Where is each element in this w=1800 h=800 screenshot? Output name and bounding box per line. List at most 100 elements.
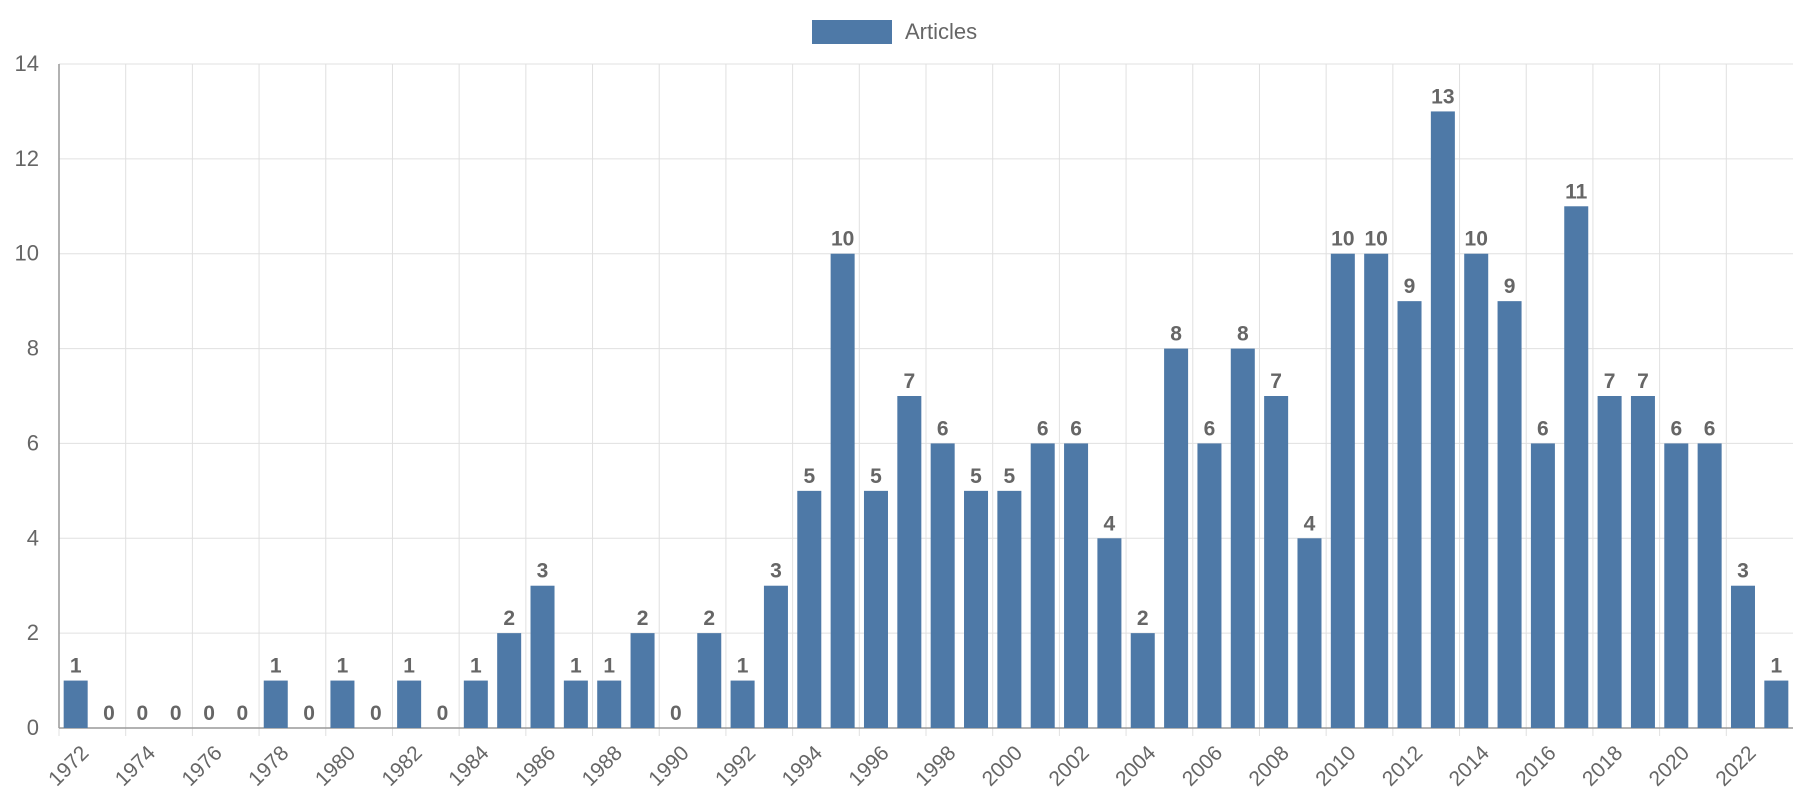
bar-2008[interactable] — [1264, 396, 1289, 728]
data-label-2004: 2 — [1137, 607, 1149, 630]
bar-2004[interactable] — [1130, 633, 1155, 728]
bar-2023[interactable] — [1764, 680, 1789, 728]
data-label-2007: 8 — [1237, 323, 1249, 346]
bar-1989[interactable] — [630, 633, 655, 728]
data-label-1978: 1 — [270, 655, 282, 678]
bar-2016[interactable] — [1530, 443, 1555, 728]
data-label-2013: 13 — [1431, 85, 1454, 108]
x-tick-label: 1978 — [244, 741, 293, 790]
y-tick-label: 14 — [15, 51, 39, 76]
bar-2011[interactable] — [1364, 253, 1389, 728]
bar-2001[interactable] — [1030, 443, 1055, 728]
bar-1980[interactable] — [330, 680, 355, 728]
data-label-2016: 6 — [1537, 417, 1549, 440]
x-tick-label: 1976 — [177, 741, 226, 790]
bar-1998[interactable] — [930, 443, 955, 728]
x-tick-label: 2016 — [1511, 741, 1560, 790]
bar-2018[interactable] — [1597, 396, 1622, 728]
data-label-1988: 1 — [603, 655, 615, 678]
x-tick-label: 2020 — [1645, 741, 1694, 790]
data-label-2017: 11 — [1565, 180, 1588, 203]
data-label-2009: 4 — [1304, 512, 1316, 535]
bar-1992[interactable] — [730, 680, 755, 728]
bar-1978[interactable] — [263, 680, 288, 728]
bar-2003[interactable] — [1097, 538, 1122, 728]
data-label-2022: 3 — [1737, 560, 1749, 583]
data-label-1984: 1 — [470, 655, 482, 678]
data-label-1989: 2 — [637, 607, 649, 630]
bar-1993[interactable] — [763, 585, 788, 728]
y-tick-label: 6 — [27, 430, 39, 455]
data-label-1982: 1 — [403, 655, 415, 678]
bar-2017[interactable] — [1564, 206, 1589, 729]
x-tick-label: 1998 — [911, 741, 960, 790]
legend-label-articles[interactable]: Articles — [905, 19, 977, 44]
data-label-1987: 1 — [570, 655, 582, 678]
x-tick-label: 1980 — [311, 741, 360, 790]
x-tick-label: 2022 — [1711, 741, 1760, 790]
bar-2021[interactable] — [1697, 443, 1722, 728]
data-label-2008: 7 — [1270, 370, 1282, 393]
x-tick-label: 1974 — [111, 741, 161, 791]
data-label-2000: 5 — [1004, 465, 1016, 488]
bar-2019[interactable] — [1630, 396, 1655, 728]
bar-1987[interactable] — [563, 680, 588, 728]
bar-2006[interactable] — [1197, 443, 1222, 728]
data-label-1986: 3 — [537, 560, 549, 583]
y-tick-label: 10 — [15, 241, 39, 266]
bar-1999[interactable] — [964, 490, 989, 728]
bar-1994[interactable] — [797, 490, 822, 728]
y-tick-label: 2 — [27, 620, 39, 645]
x-tick-label: 1986 — [511, 741, 560, 790]
bar-1995[interactable] — [830, 253, 855, 728]
bar-1986[interactable] — [530, 585, 555, 728]
data-label-2012: 9 — [1404, 275, 1416, 298]
data-label-2014: 10 — [1465, 228, 1488, 251]
data-label-1985: 2 — [503, 607, 515, 630]
bar-1985[interactable] — [497, 633, 522, 728]
bar-2005[interactable] — [1164, 348, 1189, 728]
bar-2020[interactable] — [1664, 443, 1689, 728]
data-label-1974: 0 — [137, 702, 149, 725]
bar-2013[interactable] — [1430, 111, 1455, 728]
data-label-2011: 10 — [1364, 228, 1387, 251]
bar-2002[interactable] — [1064, 443, 1089, 728]
data-label-2019: 7 — [1637, 370, 1649, 393]
data-label-2015: 9 — [1504, 275, 1516, 298]
bar-2015[interactable] — [1497, 301, 1522, 728]
x-tick-label: 2010 — [1311, 741, 1360, 790]
data-label-1992: 1 — [737, 655, 749, 678]
bar-2000[interactable] — [997, 490, 1022, 728]
data-label-1977: 0 — [237, 702, 249, 725]
bar-1982[interactable] — [397, 680, 422, 728]
data-label-1975: 0 — [170, 702, 182, 725]
x-tick-label: 2014 — [1445, 741, 1495, 791]
data-label-2020: 6 — [1670, 417, 1682, 440]
bar-1988[interactable] — [597, 680, 622, 728]
x-tick-label: 1994 — [778, 741, 828, 791]
legend[interactable]: Articles — [812, 19, 977, 44]
bar-2014[interactable] — [1464, 253, 1489, 728]
y-tick-label: 4 — [27, 525, 39, 550]
bar-2010[interactable] — [1330, 253, 1355, 728]
bar-1984[interactable] — [463, 680, 488, 728]
legend-swatch-articles[interactable] — [812, 20, 892, 44]
bar-2022[interactable] — [1730, 585, 1755, 728]
bar-1996[interactable] — [863, 490, 888, 728]
data-label-2002: 6 — [1070, 417, 1082, 440]
bar-2009[interactable] — [1297, 538, 1322, 728]
data-label-2003: 4 — [1104, 512, 1116, 535]
x-tick-label: 1982 — [378, 741, 427, 790]
bar-2007[interactable] — [1230, 348, 1255, 728]
data-label-1972: 1 — [70, 655, 82, 678]
data-label-1999: 5 — [970, 465, 982, 488]
data-label-1980: 1 — [337, 655, 349, 678]
bar-1997[interactable] — [897, 396, 922, 728]
bar-1991[interactable] — [697, 633, 722, 728]
data-label-2018: 7 — [1604, 370, 1616, 393]
data-label-2005: 8 — [1170, 323, 1182, 346]
data-label-2021: 6 — [1704, 417, 1716, 440]
bar-2012[interactable] — [1397, 301, 1422, 728]
data-label-1983: 0 — [437, 702, 449, 725]
bar-1972[interactable] — [63, 680, 88, 728]
